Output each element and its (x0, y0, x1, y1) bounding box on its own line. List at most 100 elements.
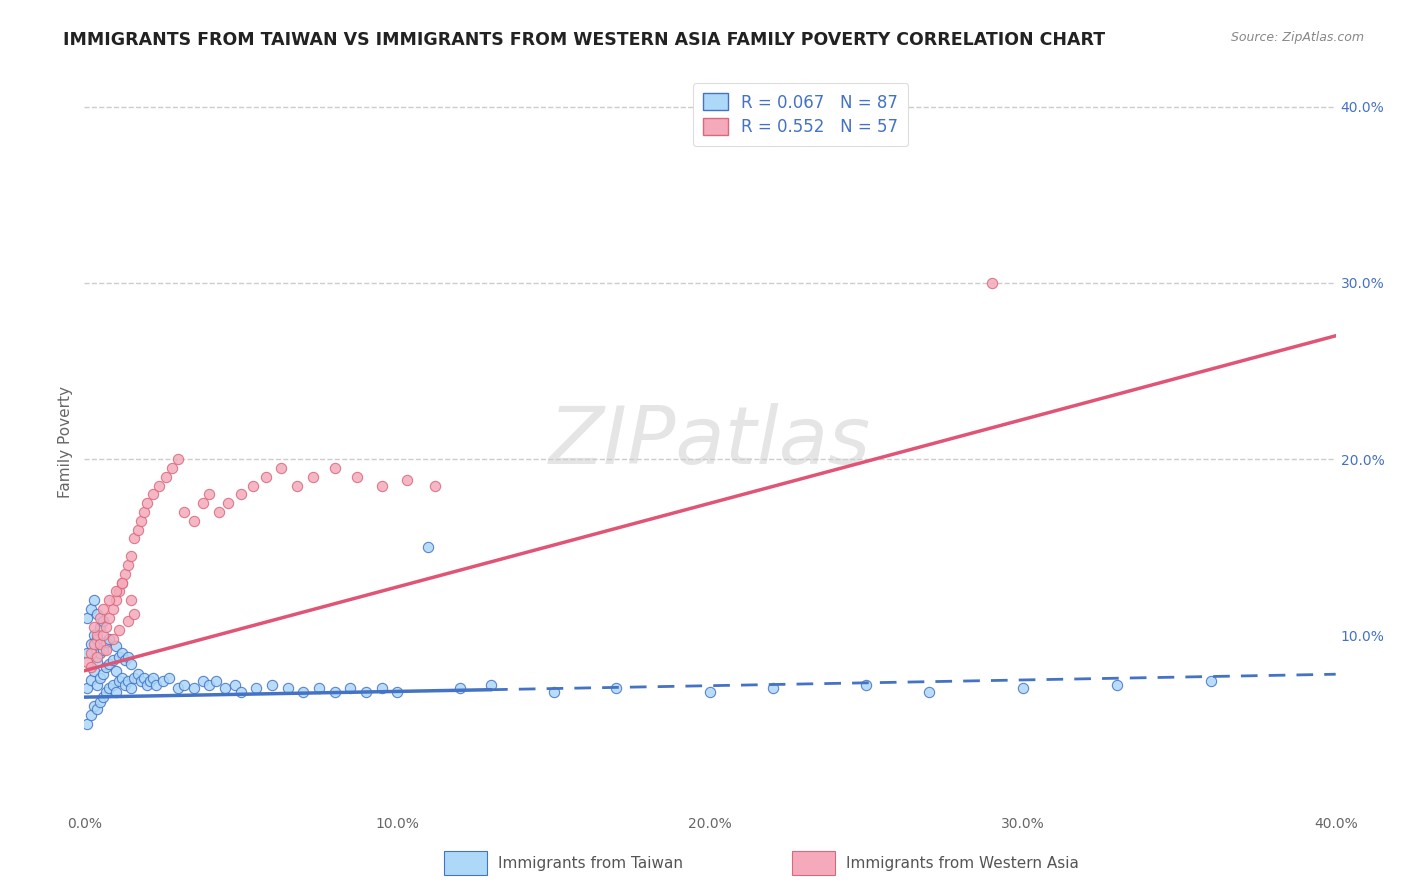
Point (217, 496, 239, 510)
Point (132, 671, 155, 685)
Point (86, 655, 108, 669)
Point (395, 473, 418, 487)
Point (83, 593, 105, 607)
Point (101, 632, 124, 646)
Point (173, 505, 195, 519)
Point (354, 685, 377, 699)
Point (101, 602, 124, 616)
Point (91, 667, 114, 681)
Point (76, 611, 98, 625)
Point (139, 674, 162, 689)
Point (918, 685, 941, 699)
Point (107, 674, 129, 689)
Point (111, 671, 134, 685)
Point (96, 619, 118, 633)
Point (605, 681, 627, 696)
Point (120, 593, 142, 607)
Point (699, 685, 721, 699)
Point (117, 615, 139, 629)
Point (76, 716, 98, 731)
Point (79, 707, 101, 722)
Text: IMMIGRANTS FROM TAIWAN VS IMMIGRANTS FROM WESTERN ASIA FAMILY POVERTY CORRELATIO: IMMIGRANTS FROM TAIWAN VS IMMIGRANTS FRO… (63, 31, 1105, 49)
Point (83, 698, 105, 713)
Point (193, 496, 215, 510)
Point (101, 678, 124, 692)
Point (277, 681, 299, 696)
Y-axis label: Family Poverty: Family Poverty (58, 385, 73, 498)
Point (114, 566, 136, 581)
Point (107, 649, 129, 664)
Point (114, 653, 136, 667)
Point (91, 615, 114, 629)
Point (1199, 674, 1222, 689)
Point (96, 642, 118, 657)
Point (98, 632, 121, 646)
Point (89, 637, 111, 651)
Point (129, 514, 152, 528)
Point (418, 541, 440, 555)
Point (292, 685, 315, 699)
Point (91, 642, 114, 657)
Point (120, 657, 142, 671)
Point (339, 681, 361, 696)
Point (385, 685, 409, 699)
Point (229, 487, 252, 501)
Point (173, 678, 195, 692)
Point (762, 681, 785, 696)
Point (83, 628, 105, 642)
Point (117, 558, 139, 572)
Point (132, 505, 155, 519)
Point (167, 452, 190, 467)
Point (1105, 678, 1128, 692)
Point (245, 681, 267, 696)
Point (86, 607, 108, 622)
Bar (793, 851, 835, 875)
Point (323, 461, 346, 475)
Point (980, 276, 1002, 290)
Point (104, 584, 127, 599)
Point (79, 602, 101, 616)
Point (117, 649, 139, 664)
Point (104, 593, 127, 607)
Point (167, 681, 190, 696)
Point (83, 637, 105, 651)
Point (262, 678, 284, 692)
Point (308, 681, 330, 696)
Point (98, 657, 121, 671)
Point (101, 653, 124, 667)
Point (89, 671, 111, 685)
Point (76, 655, 98, 669)
Point (89, 611, 111, 625)
Point (155, 470, 177, 484)
Text: Source: ZipAtlas.com: Source: ZipAtlas.com (1230, 31, 1364, 45)
Point (346, 470, 368, 484)
Point (124, 532, 146, 546)
Point (79, 646, 101, 660)
Point (86, 702, 108, 716)
Point (370, 478, 392, 492)
Point (91, 690, 114, 705)
Point (323, 685, 346, 699)
Point (198, 487, 221, 501)
Point (183, 514, 205, 528)
Point (1012, 681, 1035, 696)
Point (86, 632, 108, 646)
Point (98, 681, 121, 696)
Point (83, 619, 105, 633)
Point (107, 584, 129, 599)
Point (157, 671, 180, 685)
Point (193, 674, 215, 689)
Point (543, 685, 565, 699)
Point (91, 602, 114, 616)
Point (160, 461, 183, 475)
Point (111, 646, 134, 660)
Point (142, 487, 165, 501)
Point (423, 478, 446, 492)
Point (89, 646, 111, 660)
Point (86, 649, 108, 664)
Point (136, 678, 159, 692)
Point (224, 678, 246, 692)
Point (136, 496, 159, 510)
Point (145, 678, 167, 692)
Point (79, 673, 101, 687)
